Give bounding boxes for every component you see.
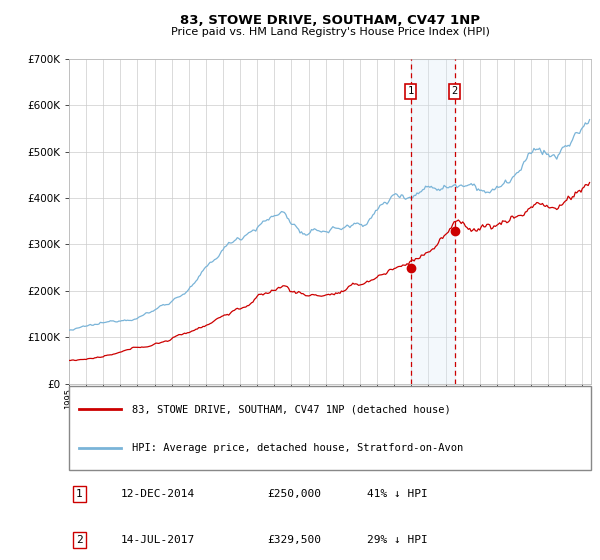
Text: 83, STOWE DRIVE, SOUTHAM, CV47 1NP: 83, STOWE DRIVE, SOUTHAM, CV47 1NP (180, 14, 480, 27)
Text: £250,000: £250,000 (268, 489, 322, 499)
Text: 41% ↓ HPI: 41% ↓ HPI (367, 489, 427, 499)
Text: HPI: Average price, detached house, Stratford-on-Avon: HPI: Average price, detached house, Stra… (131, 443, 463, 452)
Text: £329,500: £329,500 (268, 535, 322, 545)
Bar (410, 59, 455, 384)
Text: 83, STOWE DRIVE, SOUTHAM, CV47 1NP (detached house): 83, STOWE DRIVE, SOUTHAM, CV47 1NP (deta… (131, 404, 451, 414)
Text: Price paid vs. HM Land Registry's House Price Index (HPI): Price paid vs. HM Land Registry's House … (170, 27, 490, 37)
Text: 2: 2 (452, 86, 458, 96)
Text: 2: 2 (76, 535, 83, 545)
Text: 1: 1 (76, 489, 83, 499)
Text: 12-DEC-2014: 12-DEC-2014 (121, 489, 196, 499)
Text: 1: 1 (407, 86, 414, 96)
Text: 29% ↓ HPI: 29% ↓ HPI (367, 535, 427, 545)
Text: 14-JUL-2017: 14-JUL-2017 (121, 535, 196, 545)
